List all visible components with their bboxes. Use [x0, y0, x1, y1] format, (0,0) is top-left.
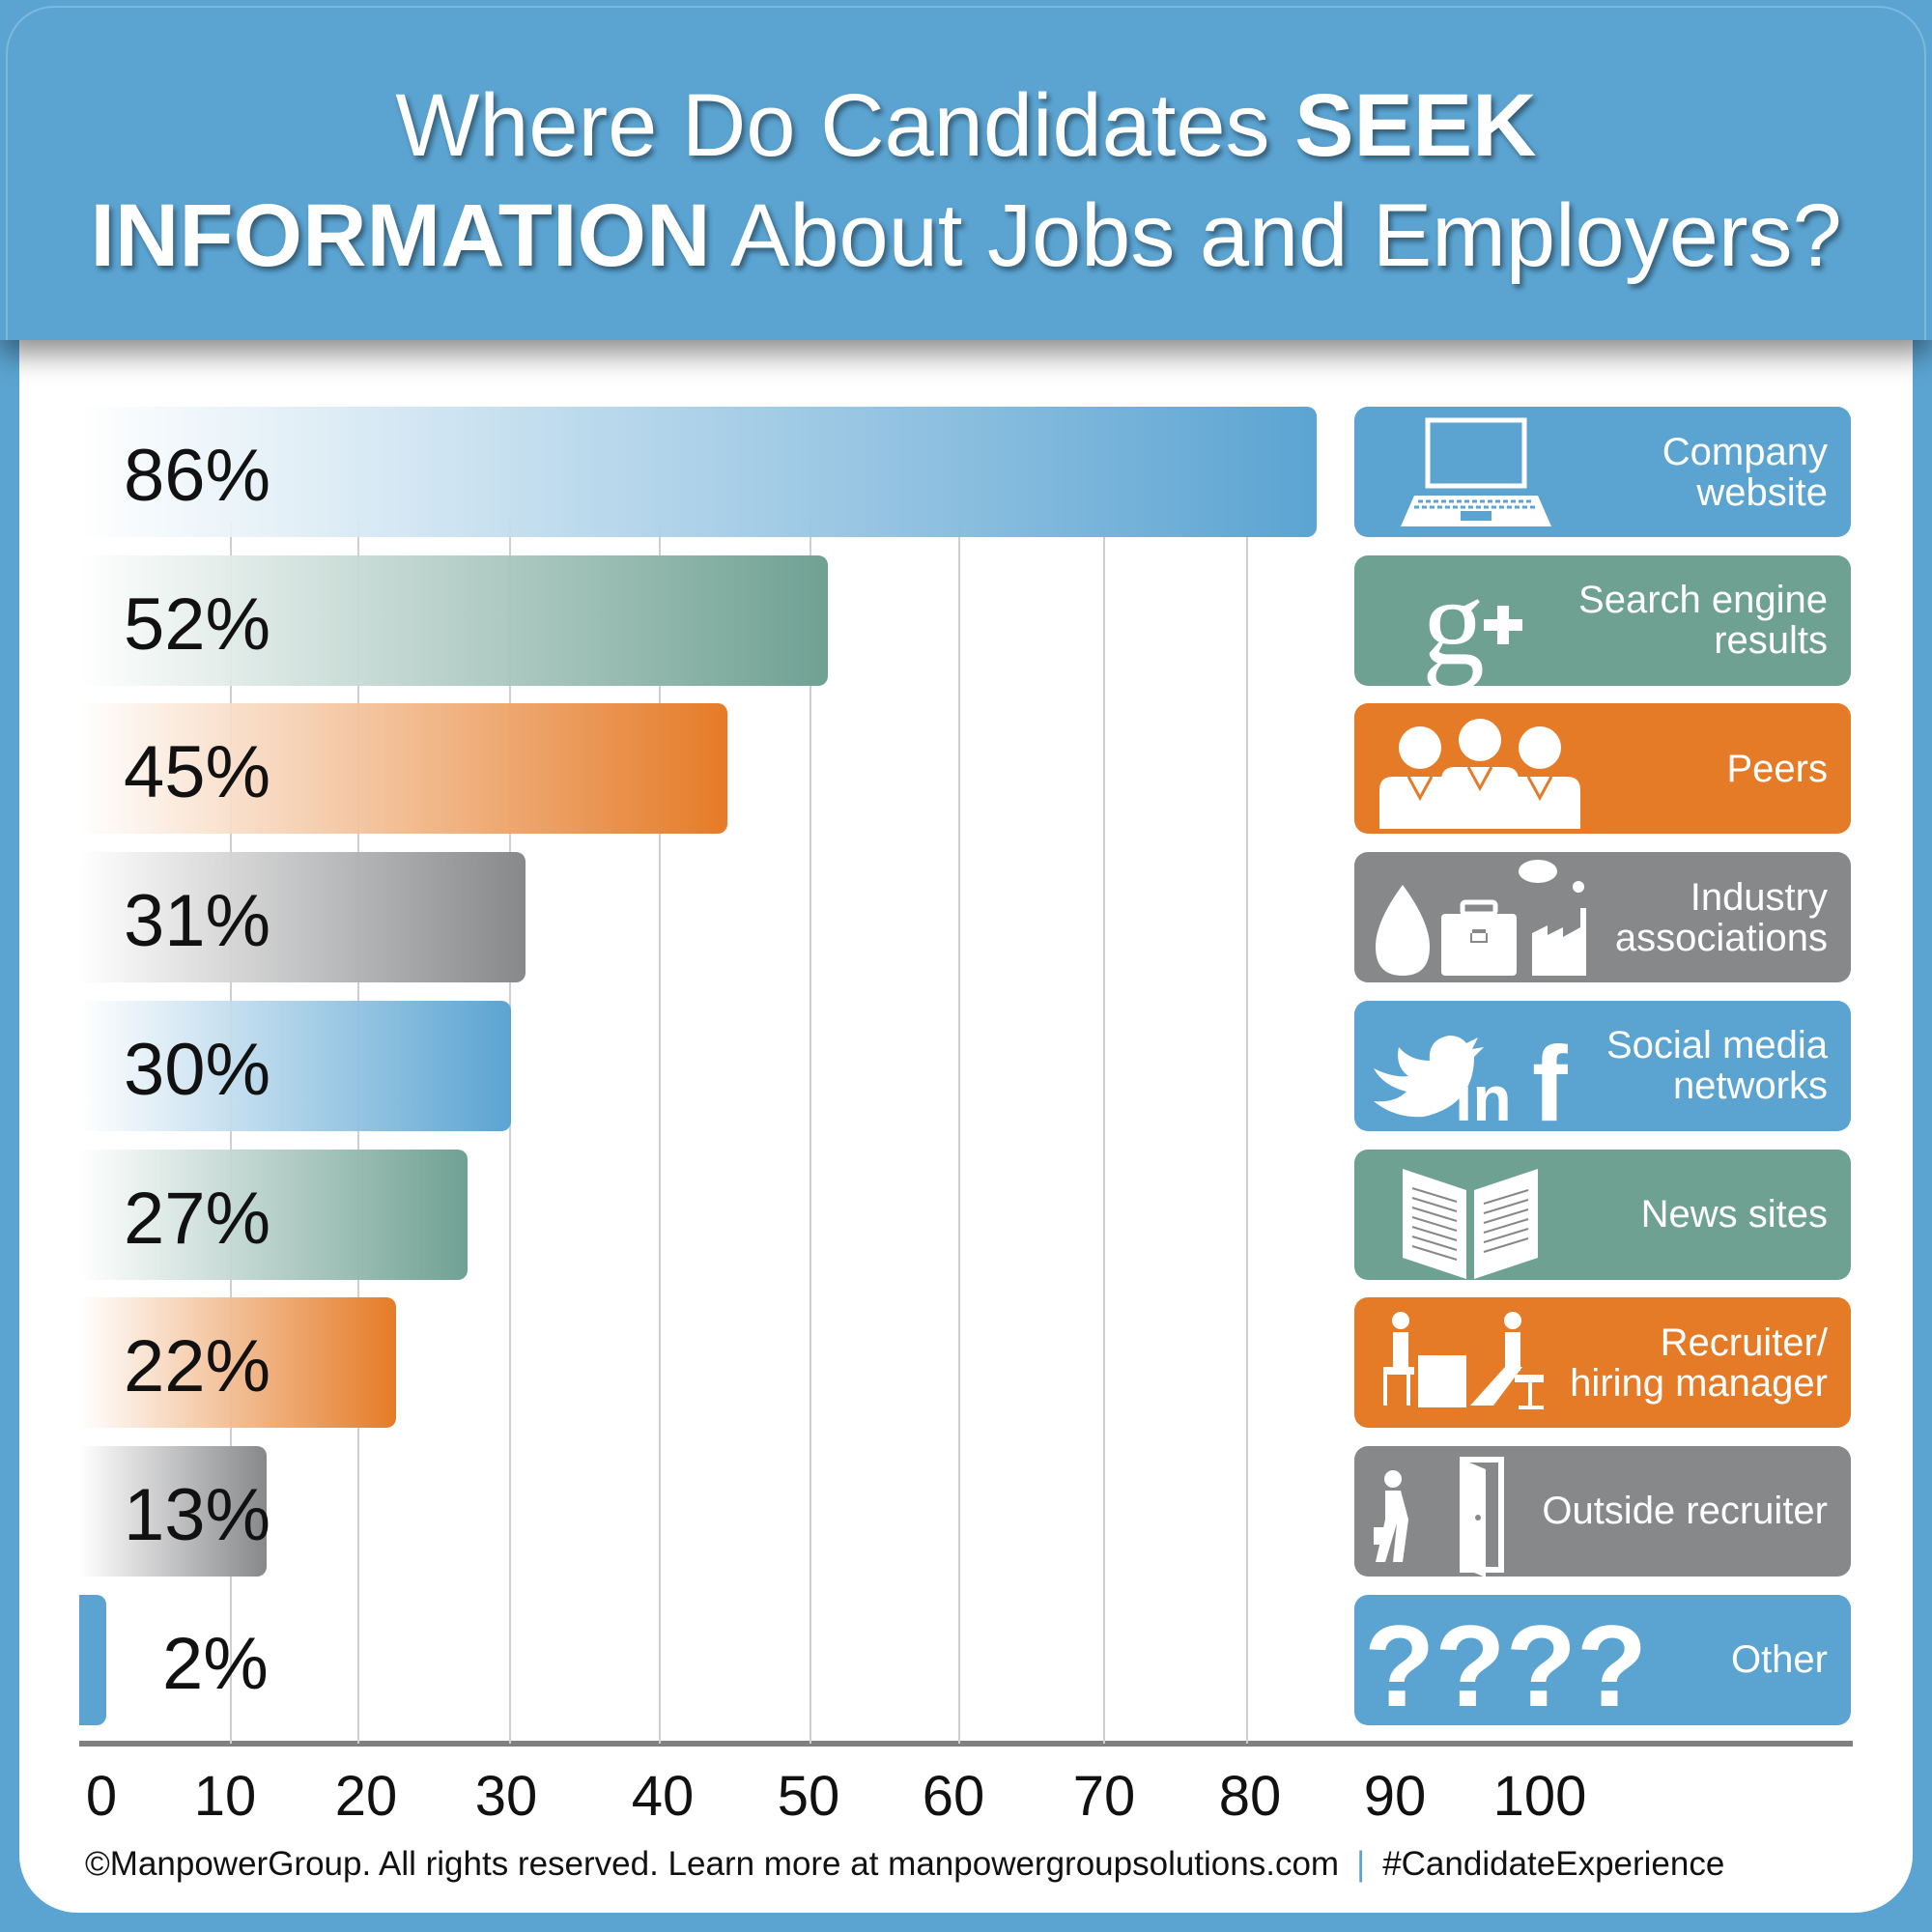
category-label-line: Search engine — [1578, 579, 1828, 622]
google-plus-icon: g — [1422, 555, 1522, 686]
data-label: 45% — [124, 731, 271, 814]
x-tick-label: 50 — [777, 1765, 840, 1828]
category-label: Social media networks — [1606, 1025, 1828, 1106]
title-banner: Where Do Candidates SEEK INFORMATION Abo… — [0, 0, 1932, 340]
category-label: Company website — [1662, 432, 1828, 513]
newspaper-icon — [1403, 1168, 1538, 1279]
x-tick-label: 10 — [193, 1765, 257, 1828]
category-label: Recruiter/hiring manager — [1570, 1322, 1828, 1404]
svg-text:in: in — [1455, 1063, 1512, 1131]
category-label: Search engine results — [1578, 580, 1828, 661]
category-label-line: Social media — [1605, 1024, 1828, 1067]
bar-27pct — [79, 1149, 469, 1280]
category-label: Industry associations — [1615, 877, 1828, 958]
gridline — [230, 522, 232, 1744]
category-label-line: Peers — [1726, 747, 1829, 790]
gridline — [1103, 522, 1105, 1744]
laptop-icon — [1401, 417, 1551, 526]
door-walker-icon — [1374, 1456, 1504, 1577]
gridline — [357, 522, 359, 1744]
data-label: 86% — [124, 435, 271, 517]
category-label-line: hiring manager — [1570, 1361, 1828, 1405]
bar-31pct — [79, 852, 526, 983]
category-box: Peers — [1354, 703, 1851, 835]
svg-text:g: g — [1422, 555, 1485, 686]
category-box: Industry associations — [1354, 852, 1851, 983]
data-label: 31% — [124, 880, 271, 963]
gridline — [659, 522, 661, 1744]
category-box: Outside recruiter — [1354, 1445, 1851, 1577]
category-label-line: Outside recruiter — [1542, 1490, 1828, 1533]
data-label: 52% — [124, 582, 271, 666]
data-label: 13% — [124, 1473, 271, 1556]
title-line-2: INFORMATION About Jobs and Employers? — [90, 186, 1842, 285]
bar-52pct — [79, 554, 828, 686]
x-tick-label: 60 — [922, 1765, 985, 1828]
x-tick-label: 90 — [1363, 1765, 1427, 1828]
x-tick-label: 30 — [474, 1765, 538, 1828]
bar-45pct — [79, 703, 727, 835]
gridline — [810, 522, 811, 1744]
x-tick-label: 70 — [1072, 1765, 1136, 1828]
data-label: 2% — [162, 1622, 269, 1705]
category-label-line: website — [1696, 470, 1828, 514]
category-label-line: News sites — [1640, 1193, 1828, 1236]
x-tick-label: 100 — [1492, 1765, 1587, 1828]
title-line-1: Where Do Candidates SEEK — [395, 76, 1537, 175]
footer: ©ManpowerGroup. All rights reserved. Lea… — [85, 1845, 1725, 1883]
peers-icon — [1379, 719, 1580, 830]
data-label: 22% — [124, 1325, 271, 1408]
x-tick-label: 0 — [85, 1765, 118, 1828]
category-label-line: Recruiter/ — [1660, 1321, 1828, 1364]
category-box: Recruiter/hiring manager — [1354, 1297, 1851, 1429]
category-box: News sites — [1354, 1149, 1851, 1280]
gridline — [509, 522, 511, 1744]
category-label: Outside recruiter — [1542, 1491, 1828, 1531]
bar-86pct — [79, 407, 1318, 537]
x-axis-line — [79, 1741, 1853, 1747]
gridline — [1246, 522, 1248, 1744]
social-media-icon: in f — [1374, 1025, 1568, 1131]
question-marks-icon: ???? — [1364, 1602, 1644, 1725]
data-label: 27% — [124, 1177, 271, 1260]
category-box: in f Social media networks — [1354, 1000, 1851, 1131]
category-label-line: networks — [1672, 1065, 1828, 1108]
svg-text:????: ???? — [1364, 1602, 1644, 1725]
category-label-line: Industry — [1690, 875, 1828, 919]
category-box: Company website — [1354, 407, 1851, 537]
x-tick-label: 20 — [334, 1765, 398, 1828]
category-label: News sites — [1641, 1194, 1828, 1235]
x-tick-label: 40 — [631, 1765, 695, 1828]
interview-icon — [1383, 1312, 1544, 1410]
category-label: Peers — [1727, 749, 1829, 789]
bar-22pct — [79, 1297, 396, 1429]
category-label-line: associations — [1614, 916, 1828, 959]
x-tick-label: 80 — [1218, 1765, 1282, 1828]
bar-30pct — [79, 1000, 511, 1131]
svg-text:f: f — [1532, 1025, 1568, 1131]
category-label-line: Company — [1662, 430, 1828, 473]
bar-2pct — [79, 1594, 106, 1725]
bar-13pct — [79, 1445, 267, 1577]
category-label-line: Other — [1730, 1638, 1828, 1682]
data-label: 30% — [124, 1028, 271, 1111]
category-label: Other — [1731, 1639, 1828, 1680]
industry-icon — [1376, 860, 1586, 977]
gridline — [958, 522, 960, 1744]
category-box: g Search engine results — [1354, 554, 1851, 686]
category-box: ???? Other — [1354, 1594, 1851, 1725]
category-label-line: results — [1714, 619, 1828, 663]
